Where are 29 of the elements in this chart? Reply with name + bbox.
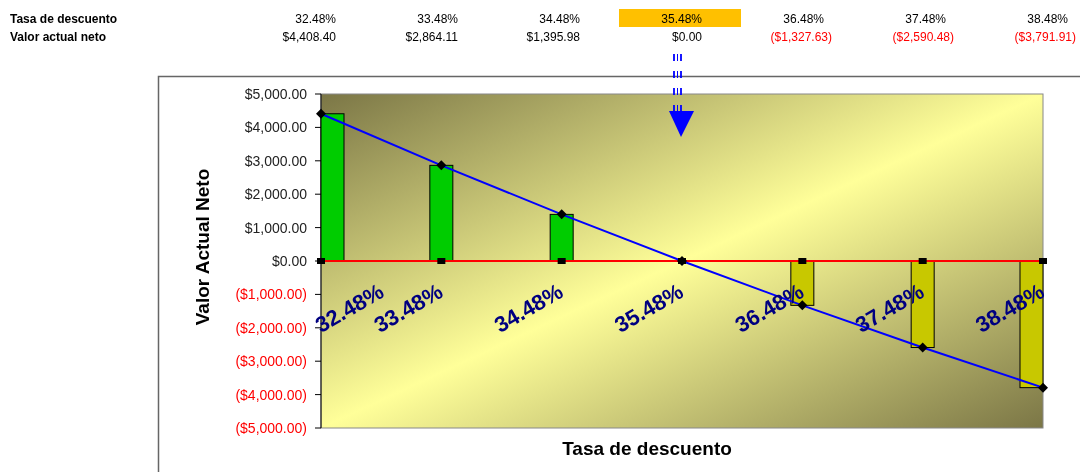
data-label: $2,864.11 [405,30,459,44]
data-label: ($2,590.48) [892,30,954,44]
y-tick-label: $2,000.00 [244,186,308,203]
x-tick-label: 38.48% [1027,12,1069,26]
y-tick-label: $4,000.00 [244,119,308,136]
data-label: $0.00 [671,30,703,44]
data-label: ($3,791.91) [1014,30,1076,44]
y-tick-label: ($2,000.00) [235,319,307,336]
x-tick-label: 32.48% [295,12,337,26]
y-tick-label: ($5,000.00) [235,419,307,436]
data-label: $4,408.40 [282,30,337,44]
data-label: ($1,327.63) [770,30,832,44]
x-tick-label: 34.48% [539,12,581,26]
y-tick-label: $1,000.00 [244,219,308,236]
x-tick-label: 33.48% [417,12,459,26]
text: Valor actual neto [10,30,107,44]
text: Tasa de descuento [10,12,118,26]
data-label: $1,395.98 [526,30,581,44]
x-tick-label: 36.48% [783,12,825,26]
y-tick-label: $0.00 [271,252,308,269]
y-tick-label: $3,000.00 [244,152,308,169]
y-axis-title: Valor Actual Neto [192,168,213,326]
y-tick-label: ($4,000.00) [235,386,307,403]
y-tick-label: ($1,000.00) [235,286,307,303]
y-tick-label: $5,000.00 [244,85,308,102]
x-axis-title: Tasa de descuento [562,438,732,459]
x-tick-label: 37.48% [905,12,947,26]
x-tick-label: 35.48% [661,12,703,26]
y-tick-label: ($3,000.00) [235,353,307,370]
